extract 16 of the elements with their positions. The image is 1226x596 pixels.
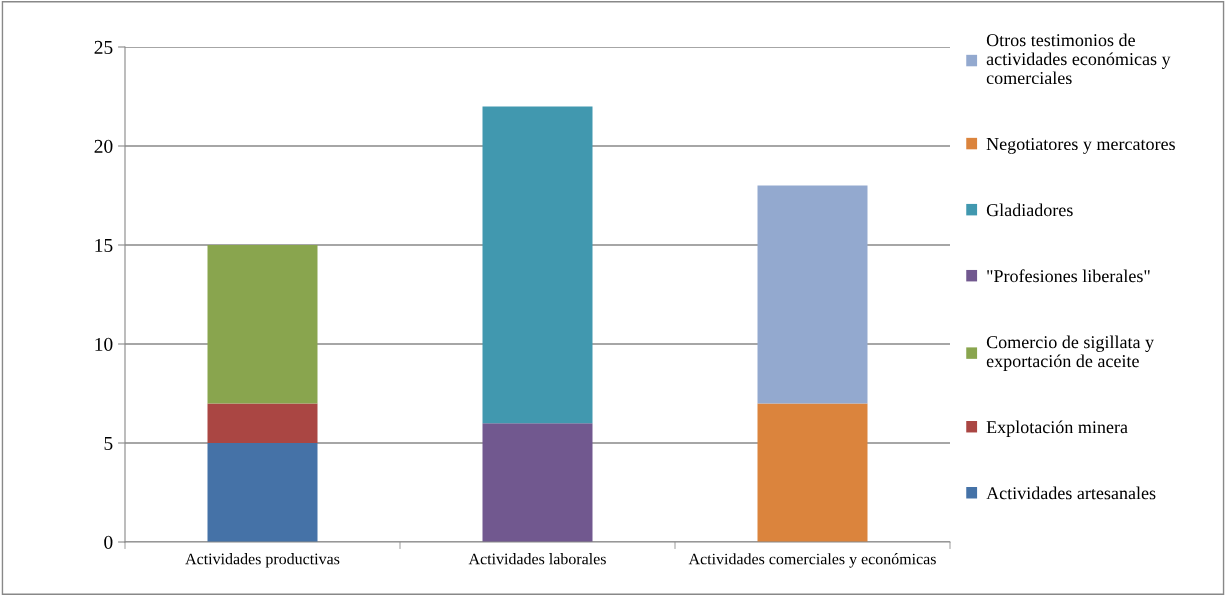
legend-label: Otros testimonios de actividades económicas y comerciales xyxy=(986,33,1171,85)
legend-label: Actividades artesanales xyxy=(986,486,1156,500)
legend-label: "Profesiones liberales" xyxy=(987,269,1150,283)
y-tick-label: 5 xyxy=(104,437,113,450)
legend-label: Negotiatores y mercatores xyxy=(986,137,1175,154)
legend-label: Explotación minera xyxy=(986,420,1128,437)
x-tick-label: Actividades productivas xyxy=(185,553,340,568)
y-tick-label: 15 xyxy=(95,238,113,252)
y-tick-label: 25 xyxy=(94,40,113,54)
legend-label: Comercio de sigillata y exportación de aceite xyxy=(986,335,1155,371)
y-tick-label: 20 xyxy=(94,139,113,153)
x-tick-label: Actividades laborales xyxy=(468,553,606,565)
y-tick-label: 10 xyxy=(95,337,113,351)
y-tick-label: 0 xyxy=(104,535,113,549)
legend-label: Gladiadores xyxy=(986,203,1073,217)
x-tick-label: Actividades comerciales y económicas xyxy=(688,553,936,568)
